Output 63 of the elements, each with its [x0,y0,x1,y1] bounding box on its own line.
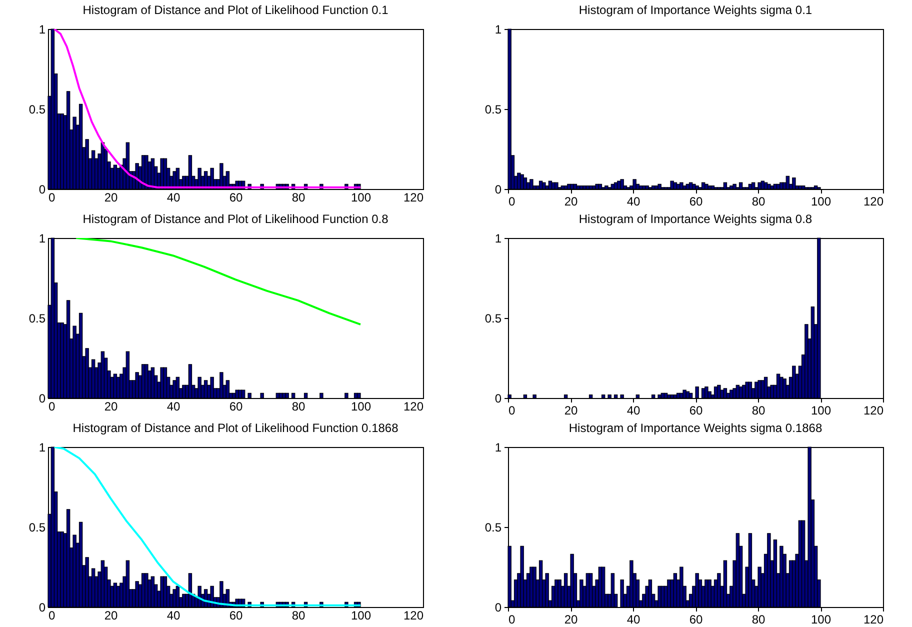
x-tick-label: 60 [229,190,243,204]
y-tick-label: 1 [494,232,502,246]
chart-title: Histogram of Distance and Plot of Likelihood Function 0.8 [82,212,389,226]
x-tick-label: 80 [292,400,306,414]
y-tick-label: 0.5 [484,520,502,534]
x-tick-label: 120 [863,194,884,208]
x-tick-label: 120 [403,608,424,622]
x-tick-label: 20 [104,608,118,622]
x-tick-label: 100 [350,608,372,622]
x-tick-label: 0 [48,190,56,204]
x-tick-label: 100 [810,404,832,418]
x-tick-label: 40 [626,404,640,418]
x-tick-label: 20 [104,190,118,204]
chart-title: Histogram of Importance Weights sigma 0.1 [578,3,812,17]
x-tick-label: 100 [810,612,832,626]
x-tick-label: 20 [564,404,578,418]
y-tick-label: 0.5 [28,520,46,534]
x-tick-label: 40 [166,400,180,414]
x-tick-label: 60 [689,194,703,208]
x-tick-label: 20 [564,194,578,208]
line-series [75,238,362,326]
y-tick-label: 1 [494,440,502,454]
line-series [53,29,362,188]
x-tick-label: 100 [350,400,372,414]
y-tick-label: 1 [38,22,46,36]
chart-title: Histogram of Distance and Plot of Likelihood Function 0.1868 [72,421,399,435]
y-tick-label: 1 [38,440,46,454]
y-tick-label: 1 [38,232,46,246]
line-series [53,447,362,606]
x-tick-label: 120 [863,404,884,418]
y-tick-label: 0.5 [28,312,46,326]
x-tick-label: 0 [508,404,516,418]
x-tick-label: 100 [810,194,832,208]
chart-title: Histogram of Importance Weights sigma 0.8 [578,212,812,226]
x-tick-label: 40 [166,190,180,204]
x-tick-label: 100 [350,190,372,204]
y-tick-label: 0.5 [484,312,502,326]
x-tick-label: 60 [689,612,703,626]
x-tick-label: 40 [626,194,640,208]
x-tick-label: 20 [564,612,578,626]
x-tick-label: 0 [508,612,516,626]
x-tick-label: 80 [752,404,766,418]
x-tick-label: 80 [752,194,766,208]
x-tick-label: 40 [626,612,640,626]
x-tick-label: 80 [752,612,766,626]
x-tick-label: 60 [689,404,703,418]
chart-title: Histogram of Distance and Plot of Likelihood Function 0.1 [82,3,389,17]
x-tick-label: 60 [229,400,243,414]
x-tick-label: 80 [292,608,306,622]
x-tick-label: 80 [292,190,306,204]
x-tick-label: 0 [508,194,516,208]
x-tick-label: 120 [403,190,424,204]
chart-title: Histogram of Importance Weights sigma 0.1868 [568,421,822,435]
y-tick-label: 0.5 [484,102,502,116]
x-tick-label: 0 [48,400,56,414]
x-tick-label: 60 [229,608,243,622]
x-tick-label: 40 [166,608,180,622]
y-tick-label: 1 [494,22,502,36]
y-tick-label: 0.5 [28,102,46,116]
x-tick-label: 120 [863,612,884,626]
x-tick-label: 20 [104,400,118,414]
x-tick-label: 120 [403,400,424,414]
x-tick-label: 0 [48,608,56,622]
